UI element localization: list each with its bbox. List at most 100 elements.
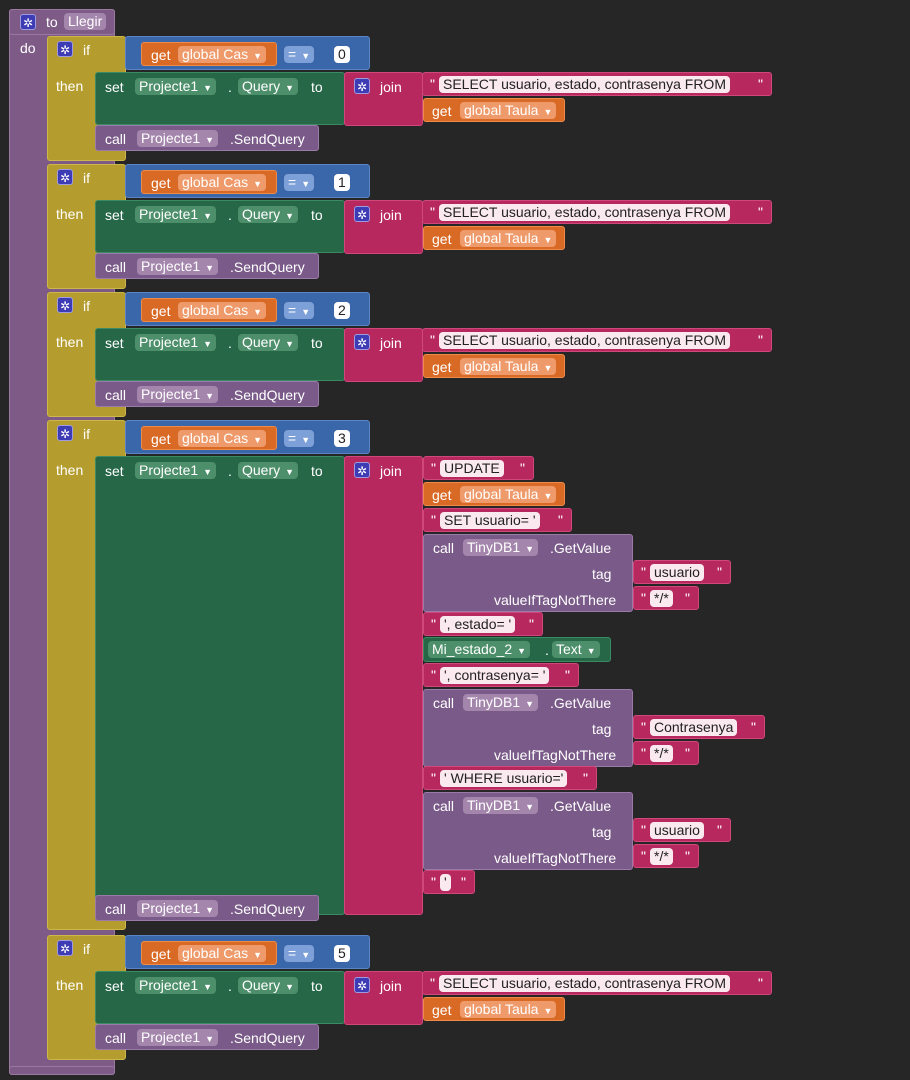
chevron-down-icon[interactable]: ▼ [517,646,527,656]
update-string[interactable]: UPDATE [440,460,504,477]
chevron-down-icon[interactable]: ▼ [205,135,215,145]
component-dropdown[interactable]: Projecte1 ▼ [135,462,217,479]
property-dropdown[interactable]: Query ▼ [238,206,299,223]
global-cas-field[interactable]: global Cas ▼ [178,46,267,63]
chevron-down-icon[interactable]: ▼ [301,435,311,445]
component-dropdown[interactable]: Projecte1 ▼ [135,977,217,994]
select-string[interactable]: SELECT usuario, estado, contrasenya FROM [439,76,730,93]
component-dropdown[interactable]: Projecte1 ▼ [135,78,217,95]
chevron-down-icon[interactable]: ▼ [285,211,295,221]
property-dropdown[interactable]: Query ▼ [238,462,299,479]
chevron-down-icon[interactable]: ▼ [205,263,215,273]
chevron-down-icon[interactable]: ▼ [203,339,213,349]
global-taula-field[interactable]: global Taula ▼ [460,230,557,247]
component-dropdown[interactable]: Projecte1 ▼ [137,130,219,147]
component-dropdown[interactable]: Projecte1 ▼ [137,900,219,917]
default-string[interactable]: */* [650,848,673,865]
tag-string[interactable]: usuario [650,822,704,839]
select-string[interactable]: SELECT usuario, estado, contrasenya FROM [439,332,730,349]
contrasenya-string[interactable]: ', contrasenya= ' [440,667,550,684]
set-query-block[interactable] [95,200,345,253]
gear-icon[interactable]: ✲ [354,462,370,478]
chevron-down-icon[interactable]: ▼ [285,339,295,349]
chevron-down-icon[interactable]: ▼ [203,467,213,477]
set-query-block[interactable] [95,72,345,125]
estado-string[interactable]: ', estado= ' [440,616,516,633]
gear-icon[interactable]: ✲ [354,977,370,993]
gear-icon[interactable]: ✲ [354,334,370,350]
where-string[interactable]: ' WHERE usuario=' [440,770,568,787]
tinydb-dropdown[interactable]: TinyDB1 ▼ [463,539,539,556]
chevron-down-icon[interactable]: ▼ [301,179,311,189]
global-taula-field[interactable]: global Taula ▼ [460,102,557,119]
chevron-down-icon[interactable]: ▼ [253,950,263,960]
number-field[interactable]: 2 [334,302,350,319]
property-dropdown[interactable]: Text ▼ [552,641,600,658]
operator-dropdown[interactable]: = ▼ [284,174,315,191]
component-dropdown[interactable]: Mi_estado_2 ▼ [428,641,531,658]
property-dropdown[interactable]: Query ▼ [238,78,299,95]
tag-string[interactable]: Contrasenya [650,719,738,736]
global-taula-field[interactable]: global Taula ▼ [460,1001,557,1018]
chevron-down-icon[interactable]: ▼ [301,51,311,61]
chevron-down-icon[interactable]: ▼ [285,982,295,992]
chevron-down-icon[interactable]: ▼ [543,107,553,117]
tinydb-dropdown[interactable]: TinyDB1 ▼ [463,797,539,814]
set-query-block[interactable] [95,328,345,381]
global-cas-field[interactable]: global Cas ▼ [178,430,267,447]
global-cas-field[interactable]: global Cas ▼ [178,302,267,319]
component-dropdown[interactable]: Projecte1 ▼ [135,206,217,223]
chevron-down-icon[interactable]: ▼ [301,950,311,960]
gear-icon[interactable]: ✲ [57,297,73,313]
chevron-down-icon[interactable]: ▼ [301,307,311,317]
chevron-down-icon[interactable]: ▼ [543,491,553,501]
property-dropdown[interactable]: Query ▼ [238,977,299,994]
chevron-down-icon[interactable]: ▼ [525,802,535,812]
operator-dropdown[interactable]: = ▼ [284,46,315,63]
chevron-down-icon[interactable]: ▼ [203,982,213,992]
default-string[interactable]: */* [650,590,673,607]
chevron-down-icon[interactable]: ▼ [285,83,295,93]
chevron-down-icon[interactable]: ▼ [525,544,535,554]
number-field[interactable]: 3 [334,430,350,447]
component-dropdown[interactable]: Projecte1 ▼ [137,386,219,403]
gear-icon[interactable]: ✲ [57,425,73,441]
chevron-down-icon[interactable]: ▼ [525,699,535,709]
tag-string[interactable]: usuario [650,564,704,581]
component-dropdown[interactable]: Projecte1 ▼ [137,1029,219,1046]
operator-dropdown[interactable]: = ▼ [284,430,315,447]
chevron-down-icon[interactable]: ▼ [253,51,263,61]
gear-icon[interactable]: ✲ [354,78,370,94]
gear-icon[interactable]: ✲ [57,169,73,185]
join-block[interactable] [344,456,423,915]
global-cas-field[interactable]: global Cas ▼ [178,945,267,962]
component-dropdown[interactable]: Projecte1 ▼ [135,334,217,351]
operator-dropdown[interactable]: = ▼ [284,945,315,962]
chevron-down-icon[interactable]: ▼ [586,646,596,656]
set-query-block[interactable] [95,971,345,1024]
select-string[interactable]: SELECT usuario, estado, contrasenya FROM [439,204,730,221]
chevron-down-icon[interactable]: ▼ [543,235,553,245]
default-string[interactable]: */* [650,745,673,762]
chevron-down-icon[interactable]: ▼ [543,1006,553,1016]
number-field[interactable]: 5 [334,945,350,962]
global-cas-field[interactable]: global Cas ▼ [178,174,267,191]
property-dropdown[interactable]: Query ▼ [238,334,299,351]
close-string[interactable]: ' [440,874,451,891]
tinydb-dropdown[interactable]: TinyDB1 ▼ [463,694,539,711]
chevron-down-icon[interactable]: ▼ [205,905,215,915]
chevron-down-icon[interactable]: ▼ [203,211,213,221]
chevron-down-icon[interactable]: ▼ [543,363,553,373]
chevron-down-icon[interactable]: ▼ [285,467,295,477]
tinydb-getvalue-block[interactable] [423,534,633,612]
chevron-down-icon[interactable]: ▼ [205,1034,215,1044]
gear-icon[interactable]: ✲ [354,206,370,222]
set-usuario-string[interactable]: SET usuario= ' [440,512,540,529]
chevron-down-icon[interactable]: ▼ [253,435,263,445]
chevron-down-icon[interactable]: ▼ [253,179,263,189]
gear-icon[interactable]: ✲ [20,14,36,30]
gear-icon[interactable]: ✲ [57,41,73,57]
gear-icon[interactable]: ✲ [57,940,73,956]
set-query-block[interactable] [95,456,345,915]
chevron-down-icon[interactable]: ▼ [205,391,215,401]
